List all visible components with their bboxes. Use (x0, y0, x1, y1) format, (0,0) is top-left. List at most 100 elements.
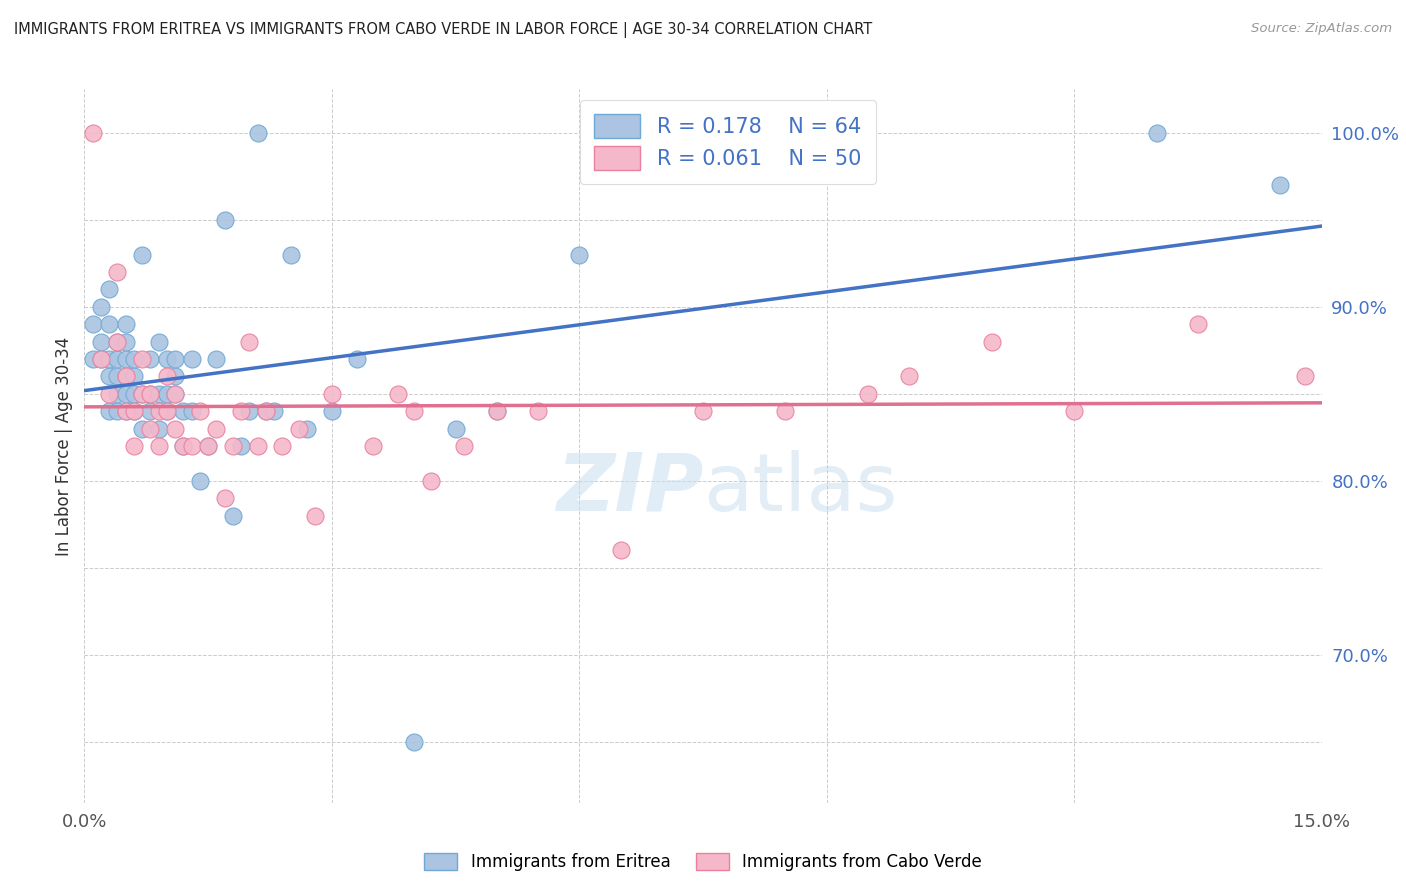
Point (98, 369, 121, 384)
Point (156, 404, 179, 418)
Point (172, 439, 194, 453)
Point (165, 421, 187, 435)
Point (131, 247, 153, 261)
Text: atlas: atlas (703, 450, 897, 528)
Point (165, 369, 187, 384)
Point (271, 439, 294, 453)
Point (229, 439, 252, 453)
Point (238, 334, 260, 349)
Point (346, 351, 368, 366)
Point (246, 439, 269, 453)
Point (214, 491, 236, 506)
Point (90, 351, 112, 366)
Text: ZIP: ZIP (555, 450, 703, 528)
Point (295, 421, 318, 435)
Point (485, 404, 508, 418)
Point (288, 421, 311, 435)
Point (148, 386, 170, 401)
Point (180, 439, 202, 453)
Point (165, 386, 187, 401)
Point (1187, 317, 1209, 331)
Point (114, 351, 136, 366)
Point (122, 369, 145, 384)
Point (139, 386, 162, 401)
Point (304, 508, 326, 523)
Point (131, 351, 153, 366)
Point (90, 334, 112, 349)
Point (139, 404, 162, 418)
Point (156, 404, 179, 418)
Point (692, 404, 714, 418)
Point (82, 317, 104, 331)
Point (156, 369, 179, 384)
Point (321, 386, 343, 401)
Point (172, 404, 194, 418)
Legend: Immigrants from Eritrea, Immigrants from Cabo Verde: Immigrants from Eritrea, Immigrants from… (416, 845, 990, 880)
Y-axis label: In Labor Force | Age 30-34: In Labor Force | Age 30-34 (55, 336, 73, 556)
Point (280, 247, 302, 261)
Point (321, 404, 343, 418)
Point (114, 317, 136, 331)
Point (156, 386, 179, 401)
Point (197, 439, 219, 453)
Point (90, 300, 112, 314)
Point (238, 404, 260, 418)
Point (82, 126, 104, 140)
Point (1146, 126, 1168, 140)
Point (229, 404, 252, 418)
Point (98, 386, 121, 401)
Point (419, 474, 441, 488)
Point (180, 351, 202, 366)
Point (444, 421, 467, 435)
Point (122, 404, 145, 418)
Point (98, 282, 121, 296)
Point (148, 439, 170, 453)
Point (122, 439, 145, 453)
Point (254, 404, 277, 418)
Point (609, 543, 631, 558)
Point (404, 404, 426, 418)
Point (205, 351, 228, 366)
Legend: R = 0.178    N = 64, R = 0.061    N = 50: R = 0.178 N = 64, R = 0.061 N = 50 (579, 100, 876, 185)
Point (180, 404, 202, 418)
Point (114, 369, 136, 384)
Point (1063, 404, 1085, 418)
Point (222, 508, 245, 523)
Point (114, 404, 136, 418)
Point (139, 421, 162, 435)
Point (387, 386, 409, 401)
Point (263, 404, 285, 418)
Point (156, 351, 179, 366)
Point (485, 404, 508, 418)
Point (361, 439, 384, 453)
Point (122, 386, 145, 401)
Point (898, 369, 921, 384)
Point (246, 126, 269, 140)
Point (114, 334, 136, 349)
Point (188, 474, 211, 488)
Point (1294, 369, 1316, 384)
Point (197, 439, 219, 453)
Point (205, 421, 228, 435)
Point (148, 334, 170, 349)
Point (1270, 178, 1292, 192)
Point (856, 386, 879, 401)
Point (105, 265, 128, 279)
Point (114, 369, 136, 384)
Point (98, 404, 121, 418)
Point (90, 351, 112, 366)
Point (214, 212, 236, 227)
Point (139, 351, 162, 366)
Point (105, 334, 128, 349)
Text: Source: ZipAtlas.com: Source: ZipAtlas.com (1251, 22, 1392, 36)
Point (131, 421, 153, 435)
Point (105, 334, 128, 349)
Point (114, 386, 136, 401)
Point (148, 421, 170, 435)
Point (568, 247, 591, 261)
Point (122, 404, 145, 418)
Point (165, 351, 187, 366)
Text: IMMIGRANTS FROM ERITREA VS IMMIGRANTS FROM CABO VERDE IN LABOR FORCE | AGE 30-34: IMMIGRANTS FROM ERITREA VS IMMIGRANTS FR… (14, 22, 872, 38)
Point (172, 439, 194, 453)
Point (148, 404, 170, 418)
